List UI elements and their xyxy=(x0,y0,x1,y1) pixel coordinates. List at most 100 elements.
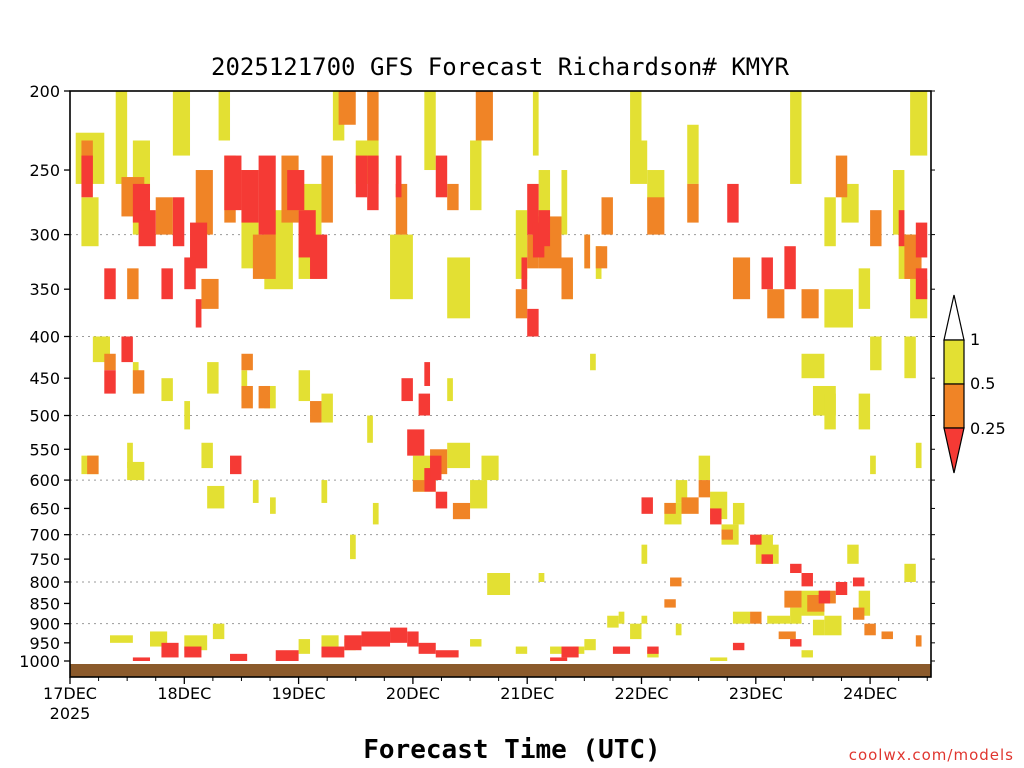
ri-cell-orange xyxy=(687,183,699,223)
y-tick-label-1000: 1000 xyxy=(19,652,60,671)
ri-cell-red xyxy=(195,299,202,328)
ri-cell-orange xyxy=(515,289,528,319)
x-tick-label-19DEC: 19DEC xyxy=(272,684,326,703)
ri-cell-red xyxy=(161,642,179,658)
y-tick-label-700: 700 xyxy=(29,526,60,545)
ri-cell-red xyxy=(801,573,813,587)
ri-cell-yellow xyxy=(732,502,745,525)
ri-cell-yellow xyxy=(161,378,173,402)
ri-cell-orange xyxy=(258,385,271,409)
ri-cell-yellow xyxy=(207,362,219,394)
y-axis: 200 250 300 350 400 450 500 550 600 650 700 750 800 8… xyxy=(19,82,935,671)
ri-cell-yellow xyxy=(538,573,545,582)
ri-cell-red xyxy=(395,155,402,198)
ri-cell-orange xyxy=(310,401,322,423)
ri-cell-yellow xyxy=(81,197,99,247)
ri-cell-red xyxy=(418,393,431,416)
ri-cell-yellow xyxy=(184,401,191,430)
ri-cell-yellow xyxy=(470,639,482,647)
ground-strip xyxy=(70,664,931,677)
ri-cell-yellow xyxy=(447,378,453,402)
ri-cell-orange xyxy=(601,197,613,235)
ri-cell-yellow xyxy=(184,635,208,651)
ri-cell-orange xyxy=(252,234,276,279)
series-ri-cell-red xyxy=(81,155,928,661)
legend-label-0.5: 0.5 xyxy=(970,374,995,393)
ri-cell-yellow xyxy=(447,257,471,319)
data-cells xyxy=(75,91,928,661)
ri-cell-yellow xyxy=(904,336,916,379)
ri-cell-orange xyxy=(395,183,408,235)
ri-cell-red xyxy=(224,155,242,211)
ri-cell-yellow xyxy=(767,544,779,564)
ri-cell-red xyxy=(230,653,248,661)
ri-cell-red xyxy=(241,170,259,223)
ri-cell-yellow xyxy=(630,623,642,640)
ri-cell-orange xyxy=(870,210,882,247)
ri-cell-red xyxy=(367,155,379,211)
ri-cell-yellow xyxy=(607,615,619,628)
ri-cell-yellow xyxy=(127,461,145,481)
ri-cell-orange xyxy=(321,155,333,223)
ri-cell-red xyxy=(435,650,459,658)
ri-cell-yellow xyxy=(172,91,191,156)
ri-cell-red xyxy=(430,455,442,481)
x-tick-label-23DEC: 23DEC xyxy=(729,684,783,703)
y-tick-label-350: 350 xyxy=(29,280,60,299)
ri-cell-yellow xyxy=(870,336,882,371)
ri-cell-red xyxy=(898,210,905,247)
ri-cell-orange xyxy=(664,502,676,514)
ri-cell-red xyxy=(818,590,831,604)
ri-cell-red xyxy=(435,491,448,509)
y-tick-label-550: 550 xyxy=(29,440,60,459)
ri-cell-red xyxy=(190,222,208,269)
ri-cell-yellow xyxy=(321,635,339,647)
ri-cell-yellow xyxy=(321,480,328,503)
ri-cell-yellow xyxy=(298,639,311,654)
ri-cell-yellow xyxy=(218,91,231,141)
ri-cell-orange xyxy=(681,497,699,514)
ri-cell-yellow xyxy=(424,91,436,171)
ri-cell-red xyxy=(230,455,242,475)
ri-cell-red xyxy=(550,657,568,661)
ri-cell-yellow xyxy=(824,197,836,247)
ri-cell-orange xyxy=(915,635,922,647)
ri-cell-yellow xyxy=(350,534,356,560)
ri-cell-yellow xyxy=(252,480,259,503)
ri-cell-red xyxy=(407,631,419,647)
ri-cell-yellow xyxy=(447,442,471,469)
ri-cell-yellow xyxy=(270,497,276,514)
ri-cell-red xyxy=(424,468,436,492)
ri-cell-red xyxy=(790,639,802,647)
ri-cell-yellow xyxy=(847,544,859,564)
ri-cell-orange xyxy=(475,91,493,141)
ri-cell-red xyxy=(435,155,448,198)
y-tick-label-200: 200 xyxy=(29,82,60,101)
ri-cell-red xyxy=(761,554,773,564)
ri-cell-orange xyxy=(767,289,785,319)
ri-cell-yellow xyxy=(550,646,562,654)
ri-cell-orange xyxy=(132,370,145,394)
ri-cell-yellow xyxy=(630,140,648,184)
ri-cell-red xyxy=(132,657,151,661)
ri-cell-yellow xyxy=(892,170,905,235)
y-tick-label-450: 450 xyxy=(29,369,60,388)
ri-cell-orange xyxy=(367,91,379,141)
ri-cell-red xyxy=(121,336,133,363)
ri-cell-yellow xyxy=(675,623,682,636)
ri-cell-yellow xyxy=(201,442,213,469)
ri-cell-yellow xyxy=(372,502,379,525)
ri-cell-red xyxy=(527,308,539,337)
ri-cell-orange xyxy=(750,611,762,624)
legend-bin-orange xyxy=(943,383,965,429)
ri-cell-orange xyxy=(195,170,213,235)
ri-cell-yellow xyxy=(858,590,871,616)
ri-cell-yellow xyxy=(212,623,225,640)
ri-cell-yellow xyxy=(515,646,528,654)
ri-cell-yellow xyxy=(367,415,373,443)
ri-cell-red xyxy=(390,627,408,643)
ri-cell-orange xyxy=(721,529,733,540)
legend-bin-top xyxy=(943,294,965,341)
ri-cell-orange xyxy=(452,502,471,520)
